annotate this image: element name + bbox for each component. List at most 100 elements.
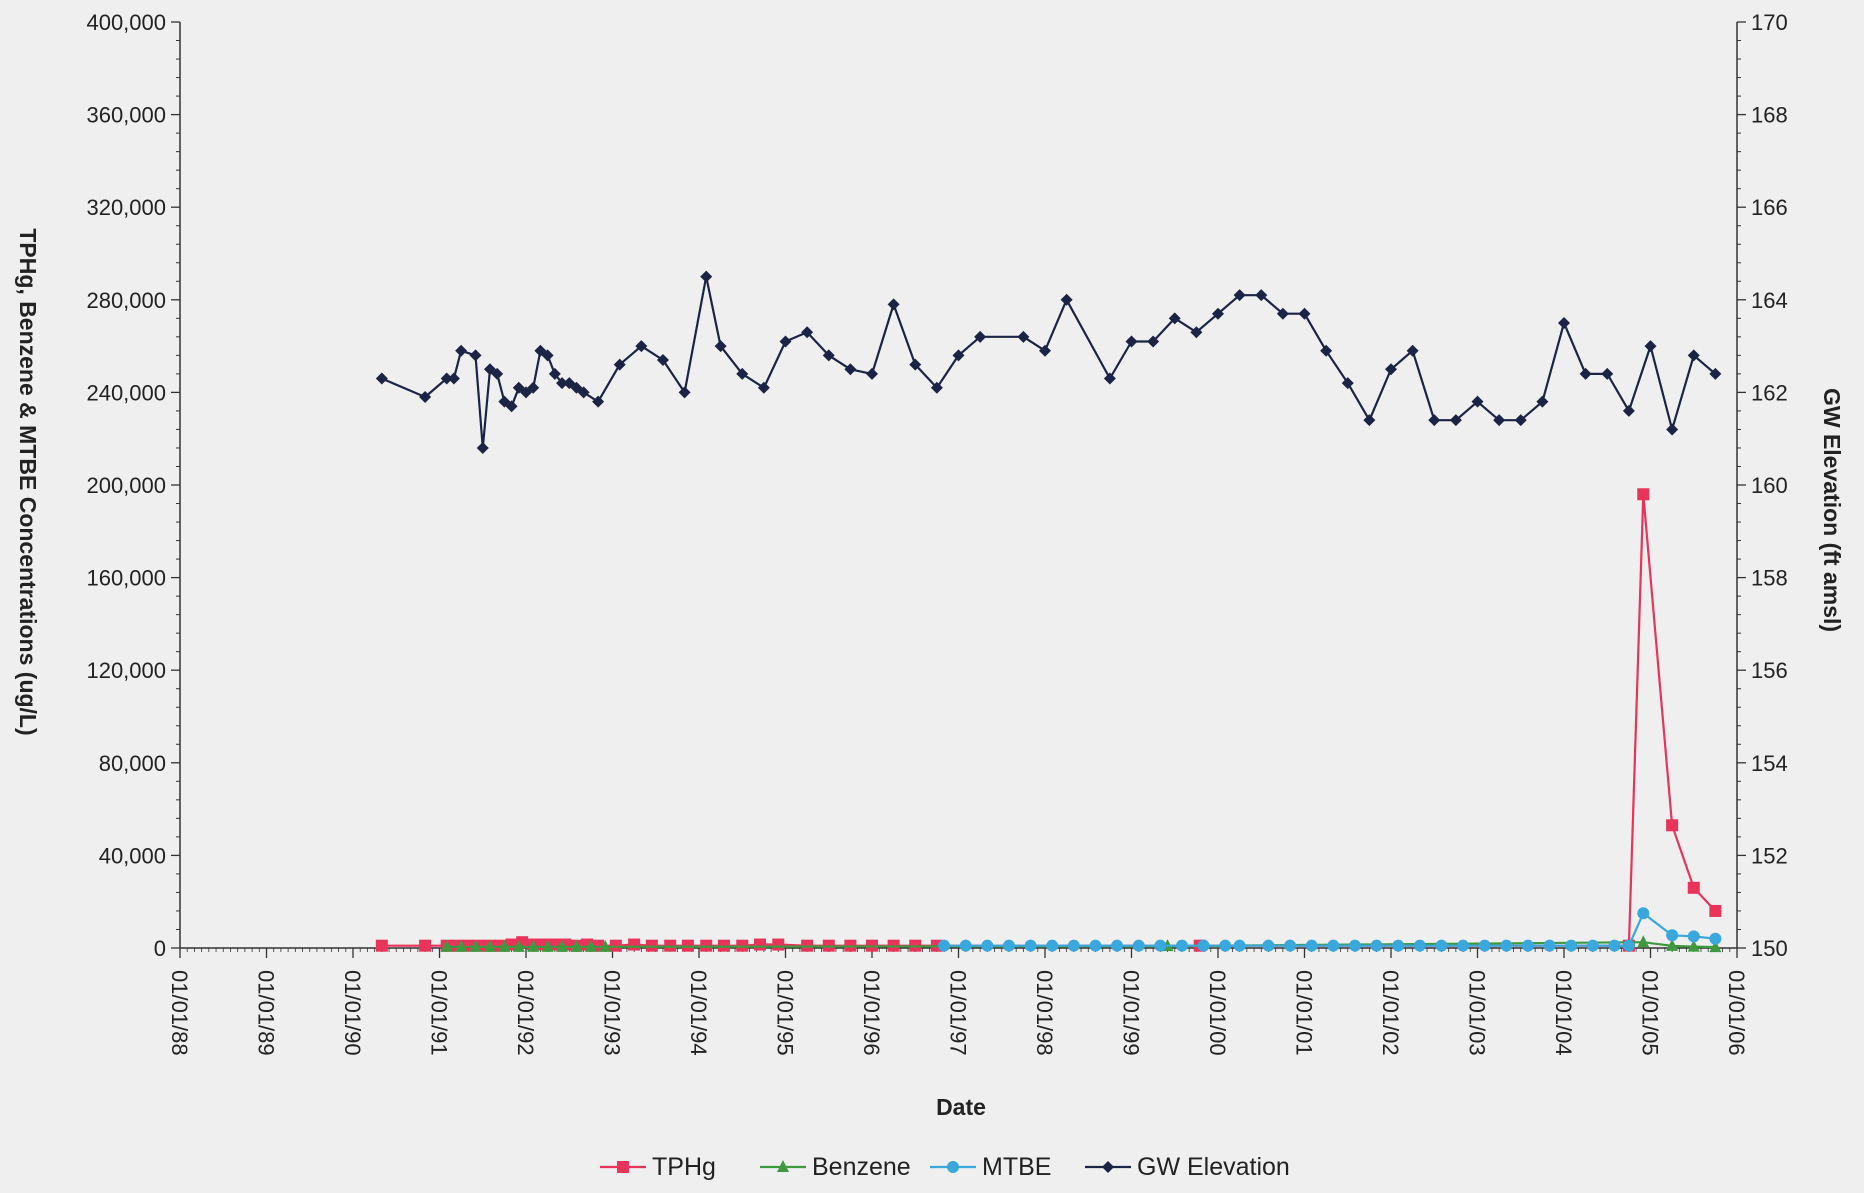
y-right-tick-label: 156 <box>1751 658 1788 683</box>
data-point-benzene <box>498 939 511 952</box>
data-point-gw-elevation <box>952 349 965 362</box>
data-point-gw-elevation <box>1558 316 1570 329</box>
data-point-mtbe <box>981 939 994 952</box>
x-tick-label: 01/01/01 <box>1292 970 1317 1056</box>
y-right-tick-label: 168 <box>1751 103 1788 128</box>
data-point-benzene <box>1666 938 1679 951</box>
x-tick-label: 01/01/94 <box>686 970 711 1056</box>
data-point-gw-elevation <box>592 395 605 408</box>
data-point-gw-elevation <box>1644 340 1657 353</box>
data-point-mtbe <box>1687 930 1700 943</box>
x-tick-label: 01/01/06 <box>1724 970 1749 1056</box>
data-point-mtbe <box>1348 939 1361 952</box>
data-point-gw-elevation <box>844 363 857 376</box>
x-tick-label: 01/01/99 <box>1119 970 1144 1056</box>
data-point-mtbe <box>1233 939 1246 952</box>
data-point-gw-elevation <box>440 372 453 385</box>
data-point-gw-elevation <box>1363 414 1376 427</box>
data-point-mtbe <box>1219 939 1232 952</box>
data-point-mtbe <box>1089 939 1102 952</box>
y-right-tick-label: 154 <box>1751 751 1788 776</box>
data-point-benzene <box>1709 940 1722 953</box>
data-point-gw-elevation <box>1190 326 1203 339</box>
data-point-tphg <box>772 938 785 951</box>
y-right-tick-label: 158 <box>1751 566 1788 591</box>
y-left-tick-label: 120,000 <box>86 658 166 683</box>
data-point-gw-elevation <box>1536 395 1549 408</box>
data-point-mtbe <box>1327 939 1340 952</box>
data-point-benzene <box>512 939 525 952</box>
data-point-gw-elevation <box>757 381 770 394</box>
y-axis-right-title: GW Elevation (ft amsl) <box>1819 388 1845 632</box>
data-point-gw-elevation <box>714 340 727 353</box>
y-right-tick-label: 152 <box>1751 843 1788 868</box>
data-point-gw-elevation <box>1298 307 1311 320</box>
data-point-gw-elevation <box>1493 414 1506 427</box>
data-point-gw-elevation <box>1341 377 1354 390</box>
y-left-tick-label: 280,000 <box>86 288 166 313</box>
data-point-mtbe <box>1457 939 1470 952</box>
data-point-gw-elevation <box>577 386 590 399</box>
data-point-gw-elevation <box>1103 372 1116 385</box>
x-tick-label: 01/01/95 <box>773 970 798 1056</box>
data-point-benzene <box>570 939 583 952</box>
y-left-tick-label: 200,000 <box>86 473 166 498</box>
legend-marker-gw-elevation <box>1102 1161 1114 1173</box>
x-tick-label: 01/01/92 <box>513 970 538 1056</box>
y-left-tick-label: 240,000 <box>86 380 166 405</box>
data-point-mtbe <box>1435 939 1448 952</box>
data-point-mtbe <box>938 939 951 952</box>
data-point-gw-elevation <box>700 270 713 283</box>
y-left-tick-label: 360,000 <box>86 103 166 128</box>
data-point-gw-elevation <box>1622 404 1635 417</box>
data-point-gw-elevation <box>822 349 835 362</box>
legend-label-mtbe: MTBE <box>982 1153 1051 1181</box>
data-point-gw-elevation <box>505 400 518 413</box>
data-point-tphg <box>419 939 432 952</box>
data-point-tphg <box>628 938 641 951</box>
data-point-gw-elevation <box>736 367 749 380</box>
legend-label-gw-elevation: GW Elevation <box>1137 1153 1290 1181</box>
y-right-tick-label: 164 <box>1751 288 1788 313</box>
data-point-gw-elevation <box>455 344 468 357</box>
data-point-gw-elevation <box>887 298 900 311</box>
data-point-mtbe <box>1637 907 1650 920</box>
data-point-gw-elevation <box>974 330 987 343</box>
y-left-tick-label: 400,000 <box>86 10 166 35</box>
data-point-mtbe <box>1666 929 1679 942</box>
legend-label-tphg: TPHg <box>652 1153 716 1181</box>
x-tick-label: 01/01/88 <box>167 970 192 1056</box>
data-point-gw-elevation <box>1039 344 1051 357</box>
x-tick-label: 01/01/97 <box>946 970 971 1056</box>
data-point-benzene <box>556 939 569 952</box>
data-point-mtbe <box>959 939 972 952</box>
y-right-tick-label: 150 <box>1751 936 1788 961</box>
x-tick-label: 01/01/96 <box>859 970 884 1056</box>
data-point-gw-elevation <box>930 381 943 394</box>
data-point-gw-elevation <box>678 386 691 399</box>
data-point-gw-elevation <box>1125 335 1138 348</box>
data-point-gw-elevation <box>866 367 878 380</box>
data-point-mtbe <box>1608 939 1621 952</box>
data-point-mtbe <box>1305 939 1318 952</box>
data-point-benzene <box>541 939 554 952</box>
data-point-mtbe <box>1543 939 1556 952</box>
data-point-gw-elevation <box>1601 367 1614 380</box>
data-point-gw-elevation <box>548 367 561 380</box>
legend-label-benzene: Benzene <box>812 1153 911 1181</box>
x-tick-label: 01/01/04 <box>1551 970 1576 1056</box>
y-left-tick-label: 0 <box>154 936 166 961</box>
data-point-mtbe <box>1478 939 1491 952</box>
y-right-tick-label: 170 <box>1751 10 1788 35</box>
data-point-benzene <box>1637 935 1650 948</box>
data-point-mtbe <box>1284 939 1297 952</box>
y-left-tick-label: 160,000 <box>86 566 166 591</box>
data-point-benzene <box>599 939 612 952</box>
data-point-benzene <box>469 939 482 952</box>
data-point-gw-elevation <box>613 358 626 371</box>
data-point-mtbe <box>1521 939 1534 952</box>
data-point-mtbe <box>1392 939 1405 952</box>
data-point-mtbe <box>1709 932 1722 945</box>
x-tick-label: 01/01/98 <box>1032 970 1057 1056</box>
